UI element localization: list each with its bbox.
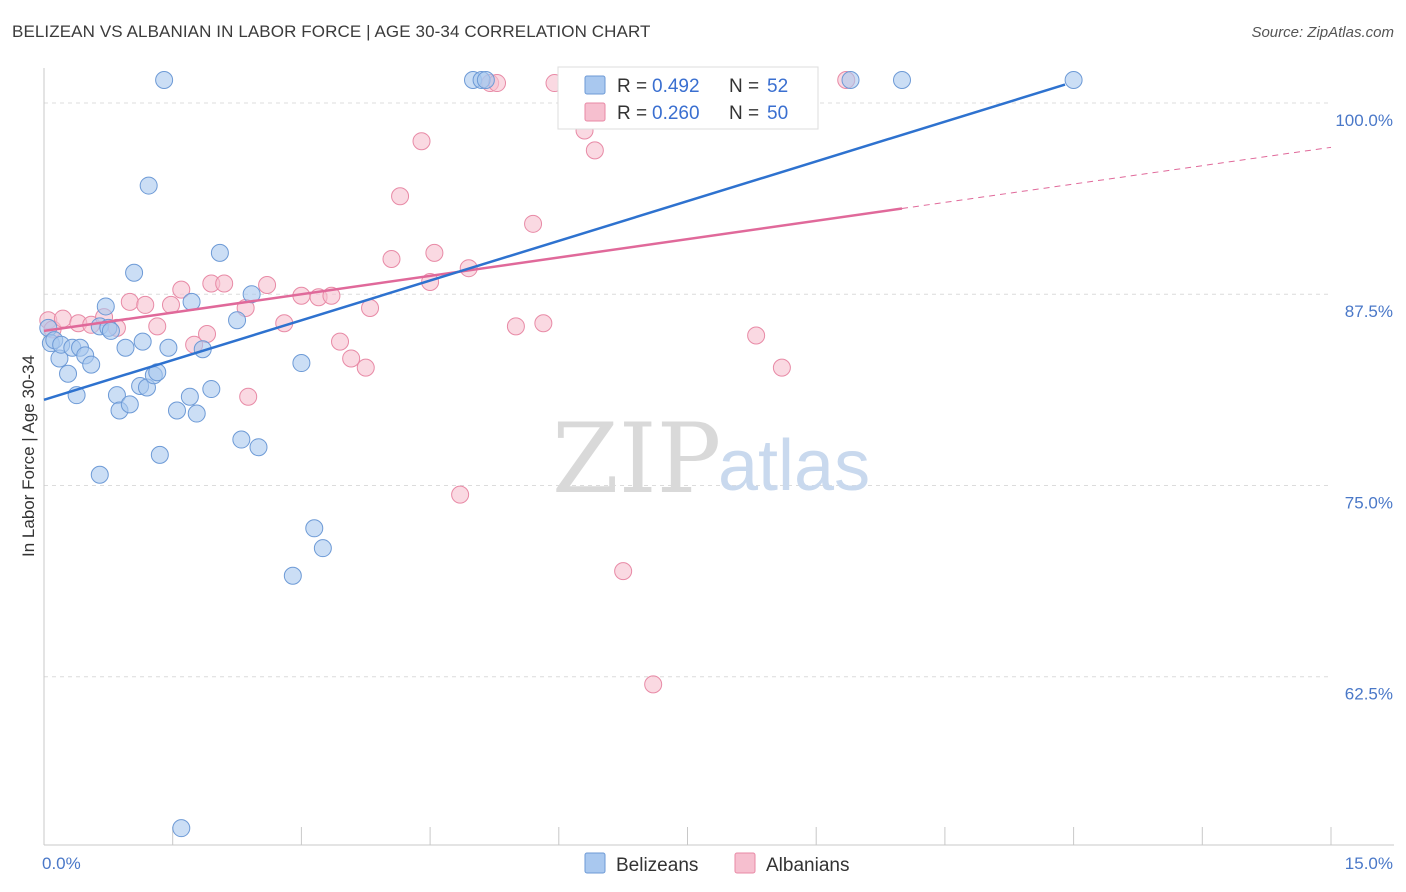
albanians-point bbox=[506, 317, 525, 336]
albanians-point bbox=[747, 326, 766, 345]
albanians-point bbox=[172, 280, 191, 299]
legend-n-label-belizeans: N = bbox=[729, 76, 759, 97]
albanians-point bbox=[258, 276, 277, 295]
y-tick-label: 75.0% bbox=[1345, 493, 1393, 512]
legend-swatch-albanians bbox=[584, 102, 606, 122]
belizeans-point bbox=[120, 395, 139, 414]
belizeans-point bbox=[228, 311, 247, 330]
belizeans-trend-line bbox=[43, 83, 1066, 401]
stats-legend: R = 0.492 N = 52 R = 0.260 N = 50 bbox=[557, 66, 819, 130]
belizeans-point bbox=[101, 321, 120, 340]
albanians-trend-extension bbox=[901, 146, 1332, 210]
belizeans-point bbox=[283, 566, 302, 585]
albanians-point bbox=[136, 295, 155, 314]
belizeans-point bbox=[139, 176, 158, 195]
source-label: Source: ZipAtlas.com bbox=[1251, 24, 1394, 41]
series-legend-belizeans: Belizeans bbox=[616, 855, 698, 876]
belizeans-point bbox=[292, 354, 311, 373]
belizeans-point bbox=[167, 401, 186, 420]
legend-r-label-albanians: R = bbox=[617, 103, 647, 124]
belizeans-point bbox=[202, 380, 221, 399]
legend-r-belizeans: 0.492 bbox=[652, 76, 700, 97]
series-legend-swatch-albanians bbox=[734, 852, 756, 874]
x-tick-label: 15.0% bbox=[1345, 854, 1393, 873]
legend-swatch-belizeans bbox=[584, 75, 606, 95]
belizeans-point bbox=[150, 445, 169, 464]
belizeans-point bbox=[210, 243, 229, 262]
albanians-point bbox=[534, 314, 553, 333]
series-legend: Belizeans Albanians bbox=[584, 852, 849, 876]
belizeans-point bbox=[133, 332, 152, 351]
gridlines bbox=[44, 102, 1331, 678]
belizeans-point bbox=[172, 819, 191, 838]
y-tick-label: 100.0% bbox=[1335, 111, 1393, 130]
legend-r-albanians: 0.260 bbox=[652, 103, 700, 124]
belizeans-point bbox=[96, 297, 115, 316]
belizeans-point bbox=[116, 338, 135, 357]
belizeans-point bbox=[187, 404, 206, 423]
albanians-point bbox=[772, 358, 791, 377]
y-tick-labels: 100.0% 87.5% 75.0% 62.5% bbox=[1335, 111, 1393, 704]
belizeans-point bbox=[305, 519, 324, 538]
belizeans-point bbox=[841, 71, 860, 89]
belizeans-point bbox=[893, 71, 911, 89]
albanians-point bbox=[425, 243, 444, 262]
belizeans-point bbox=[59, 364, 78, 383]
albanians-point bbox=[342, 349, 361, 368]
belizeans-point bbox=[313, 539, 332, 558]
belizeans-point bbox=[242, 285, 261, 304]
albanians-point bbox=[644, 675, 663, 694]
albanians-point bbox=[120, 292, 139, 311]
albanians-point bbox=[614, 562, 633, 581]
legend-n-belizeans: 52 bbox=[767, 76, 788, 97]
albanians-trend-line bbox=[43, 207, 903, 333]
albanians-point bbox=[148, 317, 167, 336]
legend-n-label-albanians: N = bbox=[729, 103, 759, 124]
y-tick-label: 87.5% bbox=[1345, 302, 1393, 321]
y-axis-label: In Labor Force | Age 30-34 bbox=[19, 355, 38, 557]
belizeans-points bbox=[39, 71, 1083, 838]
albanians-point bbox=[524, 214, 543, 233]
albanians-point bbox=[412, 132, 431, 151]
albanians-point bbox=[356, 358, 375, 377]
belizeans-point bbox=[476, 71, 495, 89]
belizeans-point bbox=[82, 355, 101, 374]
belizeans-point bbox=[180, 387, 199, 406]
watermark: ZIP atlas bbox=[552, 403, 870, 515]
albanians-point bbox=[53, 309, 72, 328]
belizeans-point bbox=[90, 465, 109, 484]
albanians-point bbox=[331, 332, 350, 351]
legend-n-albanians: 50 bbox=[767, 103, 788, 124]
y-tick-label: 62.5% bbox=[1345, 685, 1393, 704]
albanians-point bbox=[382, 250, 401, 269]
albanians-points bbox=[39, 71, 856, 694]
belizeans-point bbox=[125, 263, 144, 282]
albanians-point bbox=[451, 485, 470, 504]
axes bbox=[43, 68, 1394, 846]
belizeans-point bbox=[155, 71, 174, 89]
legend-r-label-belizeans: R = bbox=[617, 76, 647, 97]
x-tick-label: 0.0% bbox=[42, 854, 81, 873]
belizeans-point bbox=[249, 438, 268, 457]
belizeans-point bbox=[159, 338, 178, 357]
belizeans-point bbox=[232, 430, 251, 449]
albanians-point bbox=[239, 387, 258, 406]
watermark-zip: ZIP bbox=[552, 403, 721, 515]
x-tick-labels: 0.0% 15.0% bbox=[42, 854, 1393, 873]
series-legend-albanians: Albanians bbox=[766, 855, 849, 876]
watermark-atlas: atlas bbox=[718, 426, 870, 506]
series-legend-swatch-belizeans bbox=[584, 852, 606, 874]
chart-title: BELIZEAN VS ALBANIAN IN LABOR FORCE | AG… bbox=[12, 22, 651, 41]
albanians-point bbox=[215, 274, 234, 293]
albanians-point bbox=[391, 187, 410, 206]
albanians-point bbox=[585, 141, 604, 160]
belizeans-point bbox=[1064, 71, 1083, 89]
trend-lines bbox=[43, 83, 1332, 401]
albanians-point bbox=[198, 324, 217, 343]
